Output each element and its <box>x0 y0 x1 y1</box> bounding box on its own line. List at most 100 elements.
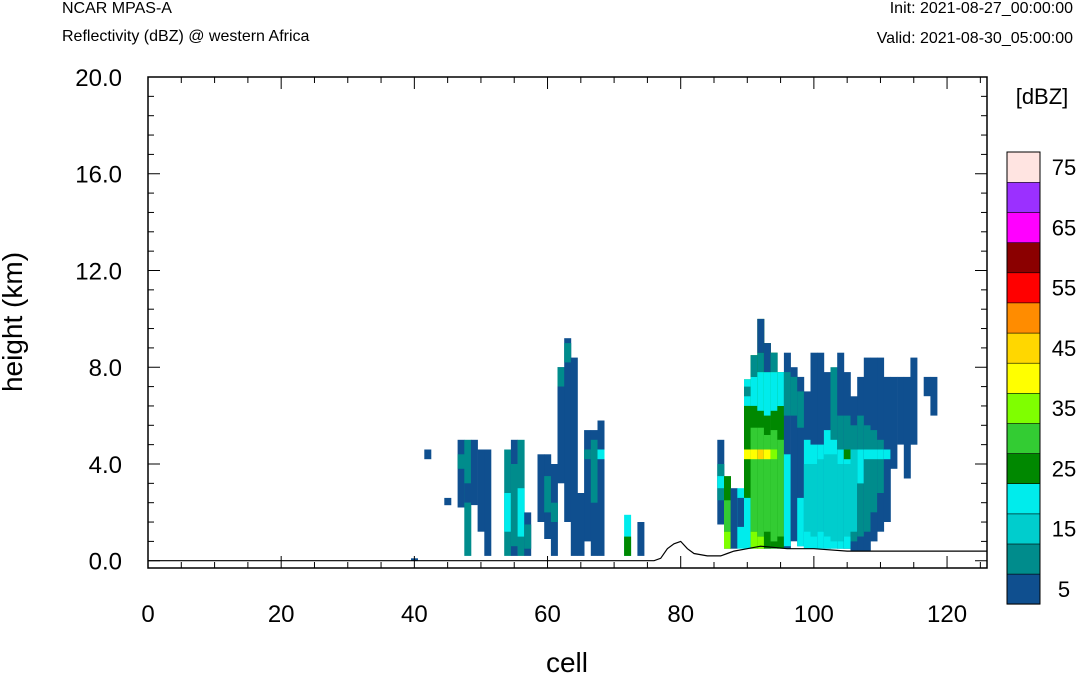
reflectivity-cell <box>830 454 838 542</box>
reflectivity-cell <box>724 531 731 549</box>
reflectivity-cell <box>637 522 645 556</box>
reflectivity-cell <box>757 427 765 537</box>
reflectivity-cell <box>744 379 751 549</box>
reflectivity-cell <box>910 357 918 445</box>
colorbar-swatch <box>1006 272 1041 304</box>
colorbar-swatch <box>1006 543 1041 575</box>
reflectivity-cell <box>757 318 765 353</box>
x-tick-label: 40 <box>401 601 428 628</box>
reflectivity-cell <box>597 449 605 460</box>
reflectivity-cell <box>537 454 545 522</box>
reflectivity-cell <box>517 488 525 537</box>
reflectivity-cell <box>890 376 898 469</box>
reflectivity-cell <box>897 376 905 445</box>
reflectivity-cell <box>464 483 472 503</box>
reflectivity-cell <box>763 449 771 460</box>
model-title: NCAR MPAS-A <box>62 0 172 17</box>
colorbar-swatch <box>1006 483 1041 515</box>
reflectivity-cell <box>597 420 605 556</box>
colorbar-label: 65 <box>1052 215 1076 240</box>
reflectivity-cell <box>557 367 565 387</box>
colorbar-label: 35 <box>1052 396 1076 421</box>
colorbar: 5 15 25 35 45 55 65 75 <box>1006 151 1076 605</box>
x-tick-label: 20 <box>268 601 295 628</box>
reflectivity-cell <box>783 372 791 416</box>
reflectivity-cell <box>783 454 791 547</box>
terrain-layer <box>148 540 987 562</box>
reflectivity-cell <box>744 497 751 549</box>
reflectivity-cell <box>817 459 825 532</box>
reflectivity-cell <box>770 449 778 460</box>
x-tick-label: 60 <box>534 601 561 628</box>
colorbar-swatch <box>1006 392 1041 424</box>
reflectivity-cell <box>584 430 592 542</box>
colorbar-label: 15 <box>1052 517 1076 542</box>
colorbar-swatch <box>1006 513 1041 545</box>
reflectivity-cell <box>923 376 931 397</box>
reflectivity-cell <box>750 355 758 377</box>
reflectivity-cell <box>584 449 592 460</box>
plot-frame <box>147 76 988 569</box>
reflectivity-cell <box>757 352 765 372</box>
reflectivity-cell <box>564 343 572 363</box>
reflectivity-cell <box>724 500 731 532</box>
colorbar-swatch <box>1006 151 1041 183</box>
colorbar-swatch <box>1006 573 1041 605</box>
reflectivity-cell <box>843 464 851 537</box>
y-tick-label: 20.0 <box>75 65 122 92</box>
reflectivity-cell <box>883 449 891 460</box>
reflectivity-cell <box>624 514 632 556</box>
reflectivity-cell <box>777 372 785 406</box>
y-tick-label: 16.0 <box>75 162 122 189</box>
colorbar-swatch <box>1006 332 1041 364</box>
reflectivity-cell <box>730 488 738 549</box>
reflectivity-cells <box>411 318 938 561</box>
reflectivity-cell <box>770 352 778 372</box>
colorbar-frame <box>1006 151 1041 605</box>
reflectivity-cell <box>863 425 871 532</box>
reflectivity-cell <box>903 376 911 479</box>
reflectivity-cell <box>737 497 745 527</box>
reflectivity-cell <box>557 367 565 484</box>
colorbar-label: 25 <box>1052 456 1076 481</box>
colorbar-swatch <box>1006 181 1041 213</box>
reflectivity-cell <box>750 427 758 532</box>
reflectivity-cell <box>863 449 871 460</box>
reflectivity-cell <box>750 376 758 406</box>
reflectivity-cell <box>484 449 492 556</box>
y-axis-label: height (km) <box>0 252 28 392</box>
reflectivity-cell <box>870 430 878 513</box>
colorbar-label: 55 <box>1052 276 1076 301</box>
reflectivity-cell <box>797 376 805 547</box>
reflectivity-cell <box>797 497 805 547</box>
valid-time: Valid: 2021-08-30_05:00:00 <box>876 30 1073 47</box>
reflectivity-cell <box>744 449 751 460</box>
colorbar-swatch <box>1006 212 1041 244</box>
y-tick-label: 0.0 <box>89 549 122 576</box>
reflectivity-cell <box>757 536 765 549</box>
reflectivity-cell <box>763 372 771 416</box>
y-tick-label: 4.0 <box>89 452 122 479</box>
colorbar-swatch <box>1006 452 1041 484</box>
reflectivity-cell <box>770 430 778 542</box>
reflectivity-cell <box>510 464 518 547</box>
reflectivity-cell <box>717 476 725 489</box>
colorbar-title: [dBZ] <box>1016 84 1069 109</box>
reflectivity-cell <box>770 372 778 411</box>
reflectivity-cell <box>930 376 938 416</box>
reflectivity-cell <box>763 435 771 532</box>
reflectivity-cell <box>457 454 465 469</box>
reflectivity-cell <box>544 476 552 513</box>
reflectivity-cell <box>577 493 585 556</box>
reflectivity-cell <box>810 464 818 537</box>
reflectivity-cell <box>850 449 858 532</box>
reflectivity-cell <box>803 464 811 532</box>
colorbar-swatch <box>1006 362 1041 394</box>
x-tick-label: 0 <box>141 601 154 628</box>
reflectivity-cell <box>550 502 558 522</box>
y-tick-label: 12.0 <box>75 258 122 285</box>
colorbar-swatch <box>1006 242 1041 274</box>
reflectivity-cell <box>790 376 798 416</box>
reflectivity-cell <box>777 439 785 537</box>
reflectivity-cell <box>457 439 465 508</box>
